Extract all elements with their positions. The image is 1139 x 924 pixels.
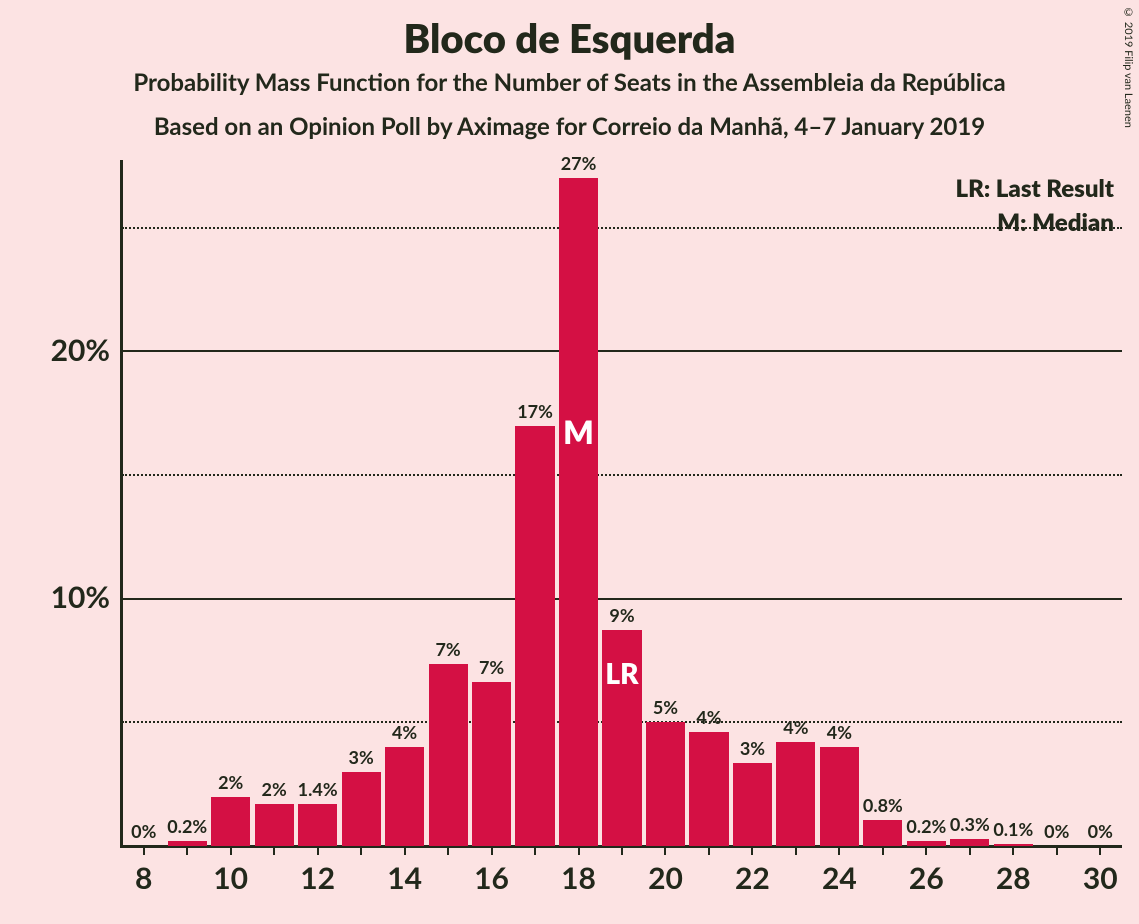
x-axis-label: 24	[796, 860, 883, 896]
grid-minor	[122, 227, 1122, 229]
bar	[429, 664, 468, 846]
x-tick	[621, 846, 623, 855]
bar-value-label: 4%	[818, 721, 861, 743]
bar	[298, 804, 337, 846]
x-axis-label: 16	[448, 860, 535, 896]
bar	[820, 747, 859, 846]
bar-value-label: 27%	[557, 152, 600, 174]
bar-value-label: 0%	[1035, 820, 1078, 842]
x-axis-label: 12	[274, 860, 361, 896]
x-tick	[230, 846, 232, 855]
bar	[342, 772, 381, 846]
x-tick	[708, 846, 710, 855]
x-tick	[925, 846, 927, 855]
x-tick	[795, 846, 797, 855]
chart-subtitle-1: Probability Mass Function for the Number…	[0, 68, 1139, 97]
x-axis-label: 14	[361, 860, 448, 896]
grid-major	[122, 350, 1122, 352]
x-axis-label: 18	[535, 860, 622, 896]
bar	[515, 426, 554, 846]
chart-container: { "title": "Bloco de Esquerda", "title_f…	[0, 0, 1139, 924]
bar-value-label: 2%	[252, 778, 295, 800]
x-axis-label: 28	[970, 860, 1057, 896]
bar	[646, 722, 685, 846]
bar-value-label: 0.2%	[165, 815, 208, 837]
x-tick	[664, 846, 666, 855]
x-tick	[1012, 846, 1014, 855]
x-tick	[273, 846, 275, 855]
x-tick	[186, 846, 188, 855]
grid-major	[122, 598, 1122, 600]
grid-minor	[122, 474, 1122, 476]
bar-value-label: 7%	[470, 656, 513, 678]
bar-value-label: 0%	[122, 820, 165, 842]
bar	[255, 804, 294, 846]
bar-value-label: 3%	[731, 737, 774, 759]
x-tick	[1056, 846, 1058, 855]
x-tick	[534, 846, 536, 855]
bar-value-label: 1.4%	[296, 778, 339, 800]
bar	[733, 763, 772, 846]
bar-value-label: 4%	[383, 721, 426, 743]
x-tick	[969, 846, 971, 855]
x-tick	[882, 846, 884, 855]
x-tick	[491, 846, 493, 855]
x-tick	[404, 846, 406, 855]
bar-value-label: 5%	[644, 696, 687, 718]
x-tick	[1099, 846, 1101, 855]
annotation-median: M	[557, 412, 600, 451]
bar-value-label: 4%	[687, 706, 730, 728]
bar	[863, 820, 902, 846]
y-axis	[120, 160, 123, 846]
chart-title: Bloco de Esquerda	[0, 14, 1139, 62]
bar-value-label: 0%	[1079, 820, 1122, 842]
bar-value-label: 2%	[209, 771, 252, 793]
legend-median: M: Median	[997, 208, 1114, 237]
bar-value-label: 0.8%	[861, 794, 904, 816]
bar	[689, 732, 728, 846]
bar	[950, 839, 989, 846]
x-tick	[447, 846, 449, 855]
bar	[385, 747, 424, 846]
bar-value-label: 0.2%	[905, 815, 948, 837]
y-axis-label: 10%	[20, 579, 110, 615]
bar	[211, 797, 250, 846]
x-axis-label: 22	[709, 860, 796, 896]
x-axis-label: 26	[883, 860, 970, 896]
annotation-last-result: LR	[600, 656, 643, 690]
x-axis-label: 20	[622, 860, 709, 896]
legend-last-result: LR: Last Result	[956, 174, 1114, 203]
bar-value-label: 4%	[774, 716, 817, 738]
x-tick	[838, 846, 840, 855]
x-tick	[360, 846, 362, 855]
y-axis-label: 20%	[20, 332, 110, 368]
copyright-text: © 2019 Filip van Laenen	[1122, 6, 1135, 128]
bar-value-label: 7%	[426, 638, 469, 660]
x-axis-label: 8	[100, 860, 187, 896]
x-tick	[751, 846, 753, 855]
bar-value-label: 3%	[339, 746, 382, 768]
bar	[559, 178, 598, 846]
chart-plot-area: LR: Last Result M: Median 10%20%0%0.2%2%…	[122, 166, 1122, 846]
bar-value-label: 0.1%	[992, 818, 1035, 840]
x-tick	[143, 846, 145, 855]
x-tick	[317, 846, 319, 855]
x-tick	[578, 846, 580, 855]
bar-value-label: 9%	[600, 604, 643, 626]
bar-value-label: 0.3%	[948, 813, 991, 835]
bar-value-label: 17%	[513, 400, 556, 422]
bar	[472, 682, 511, 846]
x-axis-label: 10	[187, 860, 274, 896]
x-axis-label: 30	[1057, 860, 1139, 896]
bar	[776, 742, 815, 846]
chart-subtitle-2: Based on an Opinion Poll by Aximage for …	[0, 112, 1139, 141]
